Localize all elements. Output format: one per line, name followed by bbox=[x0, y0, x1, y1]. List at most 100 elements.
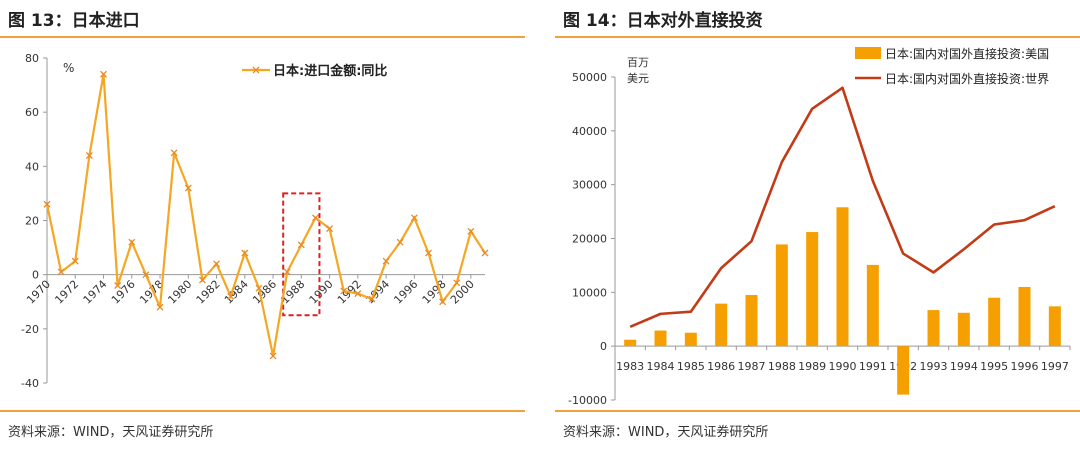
x-tick-label: 1986 bbox=[707, 360, 735, 373]
y-unit-label-line2: 美元 bbox=[627, 72, 649, 85]
y-tick-label: 80 bbox=[25, 52, 39, 65]
x-tick-label: 1998 bbox=[420, 278, 449, 307]
x-tick-label: 1982 bbox=[194, 278, 223, 307]
legend-label: 日本:进口金额:同比 bbox=[273, 63, 387, 79]
import-yoy-point bbox=[354, 290, 362, 298]
left-source-note: 资料来源：WIND，天风证券研究所 bbox=[8, 425, 214, 440]
import-yoy-point bbox=[410, 214, 418, 222]
legend-label-world: 日本:国内对国外直接投资:世界 bbox=[885, 71, 1049, 86]
import-yoy-point bbox=[297, 241, 305, 249]
x-tick-label: 1985 bbox=[677, 360, 705, 373]
x-tick-label: 2000 bbox=[448, 278, 477, 307]
x-tick-label: 1989 bbox=[798, 360, 826, 373]
right-chart-panel: 图 14：日本对外直接投资 -10000 0 10000 20000 30000 4000… bbox=[555, 0, 1080, 453]
import-yoy-point bbox=[255, 284, 263, 292]
import-yoy-point bbox=[396, 238, 404, 246]
import-yoy-point bbox=[170, 149, 178, 157]
y-tick-label: -10000 bbox=[568, 394, 607, 407]
y-tick-label: 40 bbox=[25, 160, 39, 173]
import-yoy-point bbox=[184, 184, 192, 192]
import-yoy-point bbox=[128, 238, 136, 246]
us-fdi-bar bbox=[1018, 286, 1031, 347]
y-unit-label: % bbox=[63, 61, 74, 75]
us-fdi-bar bbox=[624, 339, 637, 347]
us-fdi-bar bbox=[775, 244, 788, 347]
us-fdi-bar bbox=[745, 295, 758, 347]
x-tick-label: 1996 bbox=[391, 278, 420, 307]
us-fdi-bar bbox=[988, 297, 1001, 347]
import-yoy-point bbox=[467, 227, 475, 235]
x-tick-label: 1993 bbox=[920, 360, 948, 373]
y-tick-label: 20000 bbox=[572, 233, 607, 246]
us-fdi-bar bbox=[715, 303, 728, 347]
y-tick-label: 60 bbox=[25, 106, 39, 119]
y-unit-label-line1: 百万 bbox=[627, 56, 649, 69]
import-yoy-point bbox=[100, 70, 107, 78]
import-yoy-point bbox=[227, 292, 235, 300]
us-fdi-bar bbox=[957, 312, 970, 347]
right-chart-title: 图 14：日本对外直接投资 bbox=[563, 11, 763, 31]
left-title-rule bbox=[0, 36, 525, 38]
left-chart-panel: 图 13：日本进口 -40 -20 0 20 40 60 80% 1970 1972 1974 19… bbox=[0, 0, 525, 453]
import-yoy-point bbox=[241, 249, 249, 257]
import-yoy-point bbox=[57, 268, 65, 276]
y-tick-label: 0 bbox=[600, 340, 607, 353]
x-tick-label: 1976 bbox=[109, 278, 138, 307]
import-yoy-point bbox=[439, 298, 447, 306]
x-tick-label: 1984 bbox=[647, 360, 675, 373]
x-tick-label: 1995 bbox=[980, 360, 1008, 373]
us-fdi-bar bbox=[654, 330, 667, 347]
import-yoy-point bbox=[368, 295, 376, 303]
import-yoy-point bbox=[311, 214, 319, 222]
import-yoy-point bbox=[156, 303, 164, 311]
y-tick-label: 10000 bbox=[572, 286, 607, 299]
import-yoy-point bbox=[71, 257, 79, 265]
import-yoy-point bbox=[43, 200, 51, 208]
x-tick-label: 1990 bbox=[307, 278, 336, 307]
x-tick-label: 1988 bbox=[768, 360, 796, 373]
us-fdi-bar bbox=[897, 346, 910, 395]
highlight-dashed-box bbox=[282, 192, 321, 317]
x-tick-label: 1970 bbox=[24, 278, 53, 307]
import-yoy-point bbox=[340, 287, 348, 295]
x-tick-label: 1986 bbox=[250, 278, 279, 307]
import-yoy-point bbox=[326, 225, 334, 233]
left-chart-title: 图 13：日本进口 bbox=[8, 11, 140, 31]
y-tick-label: -20 bbox=[21, 323, 39, 336]
import-yoy-point bbox=[382, 257, 390, 265]
import-yoy-point bbox=[85, 152, 93, 159]
right-source-note: 资料来源：WIND，天风证券研究所 bbox=[563, 425, 769, 440]
world-fdi-series-line bbox=[629, 86, 1056, 328]
x-tick-label: 1983 bbox=[616, 360, 644, 373]
us-fdi-bar bbox=[866, 264, 879, 347]
x-tick-label: 1980 bbox=[165, 278, 194, 307]
y-tick-label: 40000 bbox=[572, 125, 607, 138]
import-yoy-point bbox=[453, 279, 461, 287]
x-tick-label: 1972 bbox=[52, 278, 81, 307]
import-yoy-point bbox=[283, 268, 291, 276]
legend-bar-swatch bbox=[855, 47, 881, 59]
x-tick-label: 1974 bbox=[81, 278, 110, 307]
x-tick-label: 1994 bbox=[950, 360, 978, 373]
legend-label-us: 日本:国内对国外直接投资:美国 bbox=[885, 46, 1049, 61]
us-fdi-bar bbox=[1048, 306, 1061, 347]
legend-marker-swatch bbox=[252, 66, 260, 74]
import-yoy-point bbox=[114, 282, 122, 289]
right-title-rule bbox=[555, 36, 1080, 38]
y-tick-label: 0 bbox=[32, 269, 39, 282]
import-yoy-point bbox=[481, 249, 489, 257]
us-fdi-bar bbox=[684, 332, 697, 347]
import-yoy-series-line bbox=[45, 74, 486, 357]
y-tick-label: 20 bbox=[25, 215, 39, 228]
import-yoy-point bbox=[213, 260, 221, 268]
x-tick-label: 1997 bbox=[1041, 360, 1069, 373]
y-tick-label: 50000 bbox=[572, 71, 607, 84]
import-yoy-point bbox=[269, 352, 277, 360]
x-tick-label: 1996 bbox=[1011, 360, 1039, 373]
left-source-rule bbox=[0, 410, 525, 412]
us-fdi-bar bbox=[927, 310, 940, 347]
us-fdi-bar bbox=[836, 207, 849, 347]
y-tick-label: 30000 bbox=[572, 179, 607, 192]
